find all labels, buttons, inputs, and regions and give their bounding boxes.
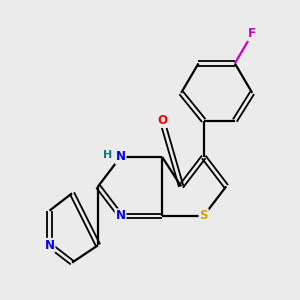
Text: F: F <box>248 28 256 40</box>
Text: H: H <box>103 150 112 160</box>
Text: O: O <box>157 114 167 127</box>
Text: N: N <box>44 239 55 252</box>
Text: S: S <box>200 209 208 222</box>
Text: N: N <box>116 209 126 222</box>
Text: N: N <box>116 150 126 164</box>
